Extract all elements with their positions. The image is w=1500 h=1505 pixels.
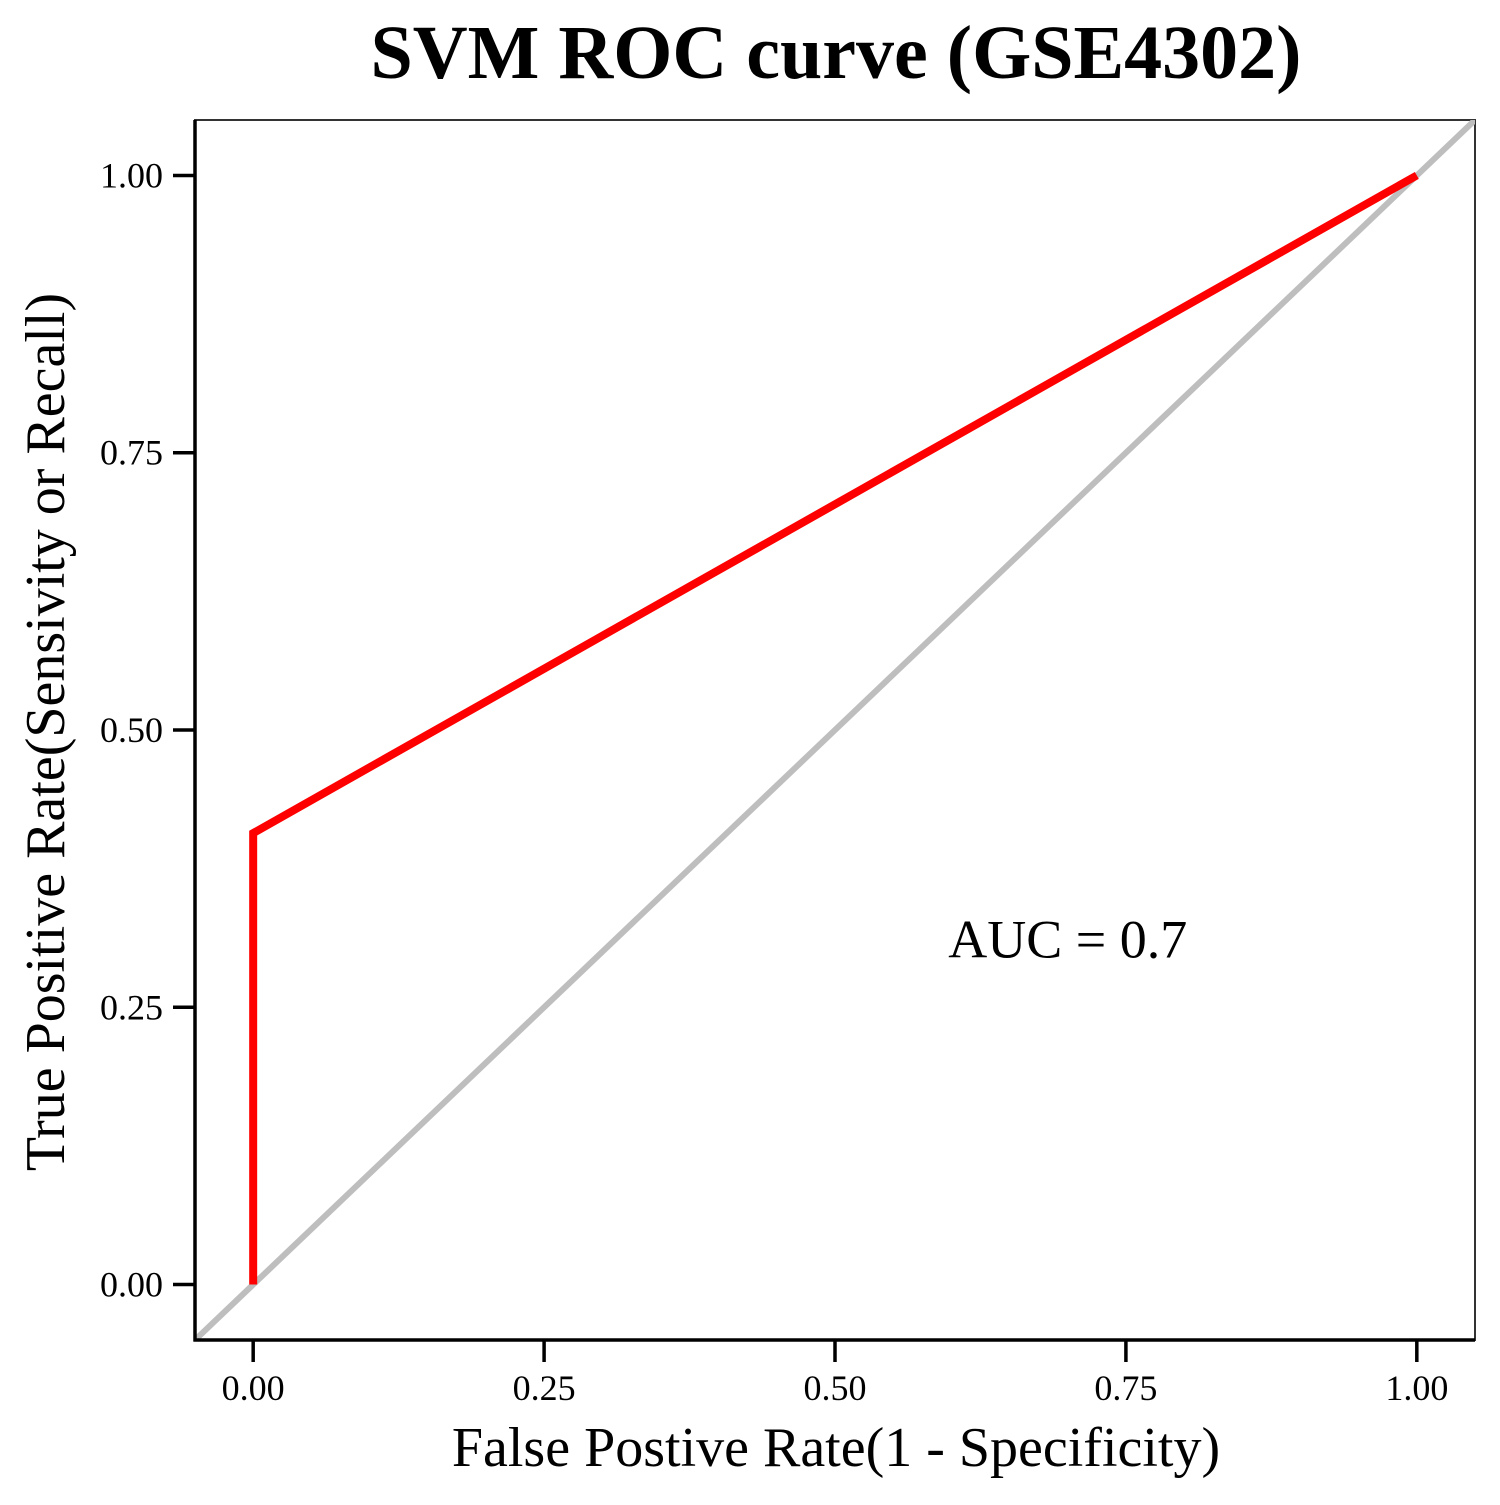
y-tick-label-0: 0.00	[100, 1265, 163, 1305]
y-tick-label-1: 0.25	[100, 987, 163, 1027]
x-tick-label-1: 0.25	[513, 1368, 576, 1408]
roc-curve-line-0	[249, 171, 1419, 1285]
x-tick-label-0: 0.00	[222, 1368, 285, 1408]
x-tick-label-4: 1.00	[1385, 1368, 1448, 1408]
x-tick-label-2: 0.50	[804, 1368, 867, 1408]
reference-diagonal-line	[195, 120, 1475, 1340]
plot-area: 0.00 0.25 0.50 0.75 1.00 0.00 0.25 0.50 0.75 1.00…	[100, 119, 1476, 1408]
chart-title: SVM ROC curve (GSE4302)	[371, 11, 1302, 95]
x-tick-label-3: 0.75	[1094, 1368, 1157, 1408]
y-tick-label-3: 0.75	[100, 433, 163, 473]
auc-annotation-0: AUC = 0.7	[948, 909, 1187, 969]
y-axis-label: True Positive Rate(Sensivity or Recall)	[15, 293, 77, 1171]
y-tick-label-2: 0.50	[100, 710, 163, 750]
y-tick-label-4: 1.00	[100, 155, 163, 195]
x-axis-label: False Postive Rate(1 - Specificity)	[452, 1417, 1220, 1479]
